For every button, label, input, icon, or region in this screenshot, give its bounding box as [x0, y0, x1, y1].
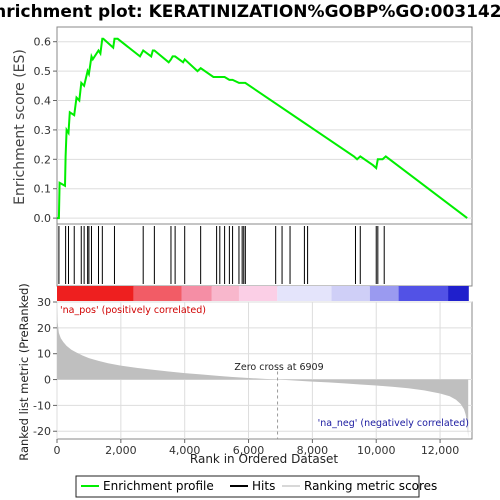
x-tick-label: 10,000: [357, 444, 396, 457]
es-y-tick-label: 0.4: [34, 95, 52, 108]
ranked-metric-y-tick-label: -10: [33, 399, 51, 412]
es-gridlines: [57, 41, 472, 219]
heatmap-band: [369, 286, 399, 301]
zero-cross-label: Zero cross at 6909: [234, 362, 323, 373]
x-tick-label: 0: [54, 444, 61, 457]
ranked-metric-y-tick-label: -20: [33, 425, 51, 438]
ranked-metric-y-axis-label: Ranked list metric (PreRanked): [17, 283, 31, 461]
positive-correlation-label: 'na_pos' (positively correlated): [60, 305, 206, 316]
heatmap-band: [57, 286, 134, 301]
enrichment-profile-line: [57, 37, 468, 220]
x-tick-label: 2,000: [105, 444, 137, 457]
es-y-tick-label: 0.6: [34, 36, 52, 49]
heatmap-band: [133, 286, 182, 301]
es-y-axis-label: Enrichment score (ES): [12, 49, 28, 205]
legend: Enrichment profile Hits Ranking metric s…: [75, 475, 437, 498]
es-panel: [56, 26, 473, 225]
heatmap-band: [398, 286, 449, 301]
ranked-metric-gridlines: [56, 301, 472, 439]
es-y-ticks: 0.0 0.1 0.2 0.3 0.4 0.5 0.6: [34, 36, 57, 225]
heatmap-band: [181, 286, 212, 301]
legend-metric-label: Ranking metric scores: [304, 479, 437, 493]
x-tick-label: 4,000: [169, 444, 201, 457]
es-y-tick-label: 0.1: [34, 183, 52, 196]
heatmap-band: [211, 286, 239, 301]
x-tick-label: 12,000: [421, 444, 460, 457]
ranked-metric-y-ticks: -20 -10 0 10 20 30: [33, 296, 57, 438]
ranked-metric-y-tick-label: 30: [37, 296, 51, 309]
ranked-metric-y-tick-label: 10: [37, 348, 51, 361]
heatmap-band: [238, 286, 278, 301]
x-tick-label: 8,000: [297, 444, 329, 457]
es-y-tick-label: 0.3: [34, 124, 52, 137]
heatmap-band: [331, 286, 370, 301]
legend-hits-label: Hits: [252, 479, 275, 493]
x-axis-ticks: 0 2,000 4,000 6,000 8,000 10,000 12,000: [54, 439, 460, 457]
x-axis-label: Rank in Ordered Dataset: [190, 452, 338, 466]
ranked-metric-y-tick-label: 20: [37, 322, 51, 335]
es-y-tick-label: 0.5: [34, 65, 52, 78]
x-tick-label: 6,000: [233, 444, 265, 457]
hits-panel: [56, 223, 473, 287]
ranked-metric-y-tick-label: 0: [44, 374, 51, 387]
legend-enrichment-label: Enrichment profile: [103, 479, 214, 493]
negative-correlation-label: 'na_neg' (negatively correlated): [318, 418, 469, 429]
es-y-tick-label: 0.2: [34, 153, 52, 166]
es-y-tick-label: 0.0: [34, 212, 52, 225]
heatmap-band: [448, 286, 469, 301]
ranking-metric-area: [57, 307, 469, 438]
hit-markers: [58, 226, 385, 284]
heatmap-band: [277, 286, 332, 301]
chart-title: Enrichment plot: KERATINIZATION%GOBP%GO:…: [0, 2, 500, 22]
rank-heatmap-bar: [57, 286, 469, 301]
